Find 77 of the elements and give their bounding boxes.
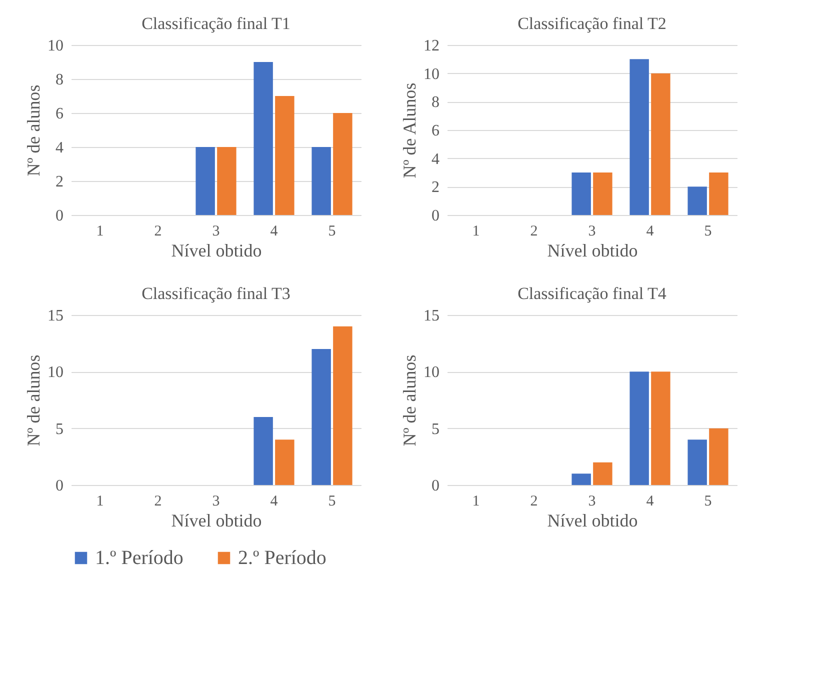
- x-axis-title: Nível obtido: [171, 240, 262, 260]
- bar: [312, 349, 331, 485]
- x-axis-title: Nível obtido: [547, 240, 638, 260]
- y-tick-label: 0: [432, 208, 440, 224]
- y-tick-label: 10: [48, 364, 64, 382]
- y-tick-label: 5: [432, 420, 440, 438]
- chart-title: Classificação final T1: [142, 14, 290, 33]
- y-tick-label: 10: [424, 66, 440, 83]
- bar: [312, 147, 331, 215]
- bar: [651, 372, 670, 485]
- y-axis-title: Nº de Alunos: [400, 82, 420, 178]
- x-tick-label: 4: [646, 224, 654, 240]
- y-tick-label: 15: [424, 308, 440, 324]
- bar: [651, 73, 670, 215]
- x-tick-label: 1: [96, 224, 104, 240]
- y-tick-label: 2: [56, 174, 64, 190]
- bar: [688, 186, 707, 215]
- legend-label: 1.º Período: [95, 547, 184, 569]
- x-tick-label: 3: [212, 494, 220, 510]
- chart-title: Classificação final T3: [142, 284, 290, 303]
- y-tick-label: 2: [432, 179, 440, 196]
- y-tick-label: 0: [56, 478, 64, 494]
- x-tick-label: 2: [154, 494, 162, 510]
- y-tick-label: 10: [48, 38, 64, 54]
- y-tick-label: 8: [56, 72, 64, 88]
- legend-label: 2.º Período: [238, 547, 326, 569]
- y-tick-label: 0: [56, 208, 64, 224]
- y-tick-label: 6: [432, 122, 440, 140]
- x-tick-label: 3: [588, 494, 596, 510]
- x-tick-label: 5: [328, 494, 336, 510]
- bar: [275, 440, 294, 485]
- y-tick-label: 4: [56, 140, 64, 156]
- bar: [593, 172, 612, 215]
- y-axis-title: Nº de alunos: [400, 354, 420, 446]
- bar: [630, 59, 649, 215]
- x-tick-label: 2: [154, 224, 162, 240]
- bar: [254, 62, 273, 215]
- bar: [709, 428, 728, 485]
- bar: [688, 440, 707, 485]
- bar: [572, 474, 591, 485]
- y-tick-label: 8: [432, 94, 440, 112]
- x-tick-label: 5: [328, 224, 336, 240]
- x-tick-label: 1: [96, 494, 104, 510]
- y-tick-label: 10: [424, 364, 440, 382]
- y-tick-label: 15: [48, 308, 64, 324]
- x-tick-label: 4: [270, 494, 278, 510]
- bar: [217, 147, 236, 215]
- x-tick-label: 5: [704, 224, 712, 240]
- bar: [630, 372, 649, 485]
- x-tick-label: 1: [472, 494, 480, 510]
- x-tick-label: 4: [646, 494, 654, 510]
- bar: [333, 113, 352, 215]
- bar: [254, 417, 273, 485]
- bar: [333, 326, 352, 485]
- bar: [196, 147, 215, 215]
- bar: [593, 462, 612, 485]
- y-tick-label: 4: [432, 150, 440, 168]
- x-axis-title: Nível obtido: [547, 510, 638, 530]
- bar: [275, 96, 294, 215]
- chart-title: Classificação final T4: [518, 284, 667, 303]
- x-tick-label: 5: [704, 494, 712, 510]
- x-tick-label: 3: [212, 224, 220, 240]
- x-tick-label: 3: [588, 224, 596, 240]
- x-tick-label: 2: [530, 494, 538, 510]
- y-tick-label: 0: [432, 478, 440, 494]
- y-axis-title: Nº de alunos: [24, 84, 44, 176]
- y-axis-title: Nº de alunos: [24, 354, 44, 446]
- y-tick-label: 6: [56, 106, 64, 122]
- y-tick-label: 12: [424, 38, 440, 54]
- bar: [572, 172, 591, 215]
- x-tick-label: 2: [530, 224, 538, 240]
- x-axis-title: Nível obtido: [171, 510, 262, 530]
- chart-title: Classificação final T2: [518, 14, 666, 33]
- x-tick-label: 4: [270, 224, 278, 240]
- y-tick-label: 5: [56, 420, 64, 438]
- bar: [709, 172, 728, 215]
- x-tick-label: 1: [472, 224, 480, 240]
